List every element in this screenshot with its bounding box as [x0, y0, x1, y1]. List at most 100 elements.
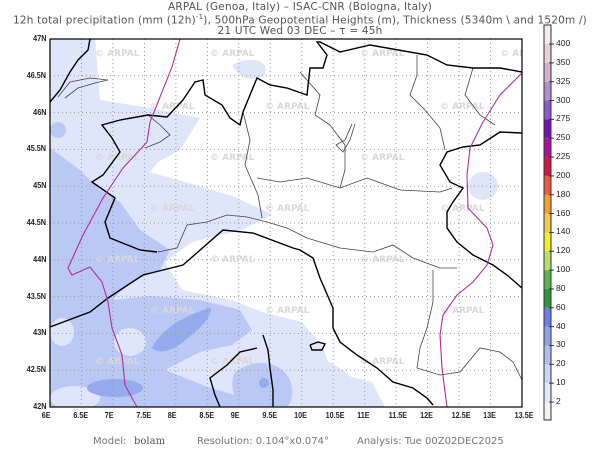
- colorbar-label: 325: [556, 75, 571, 86]
- border-line: [416, 270, 522, 381]
- border-line: [299, 71, 331, 126]
- colorbar-label: 400: [556, 38, 571, 48]
- colorbar-segment: [544, 326, 551, 346]
- precip-gap: [50, 386, 100, 407]
- colorbar-segment: [544, 402, 551, 420]
- colorbar-label: 100: [556, 264, 571, 275]
- title-line-2: 12h total precipitation (mm (12h)-1), 50…: [0, 13, 600, 27]
- lat-tick-label: 47N: [33, 33, 47, 43]
- colorbar-segment: [544, 157, 551, 176]
- arpal-watermark: © ARPAL: [150, 204, 195, 214]
- colorbar-label: 80: [556, 282, 566, 293]
- precip-area-mid: [50, 148, 272, 407]
- border-line: [256, 177, 453, 193]
- colorbar-segment: [544, 307, 551, 327]
- lon-tick-label: 6E: [41, 410, 51, 420]
- colorbar-segment: [544, 364, 551, 384]
- title-line-3: 21 UTC Wed 03 DEC – τ = 45h: [217, 25, 383, 37]
- border-line: [157, 214, 457, 269]
- lat-tick-label: 42N: [33, 401, 47, 411]
- arpal-watermark: © ARPAL: [210, 357, 255, 367]
- arpal-watermark: © ARPAL: [150, 306, 195, 316]
- colorbar-label: 30: [556, 339, 566, 350]
- arpal-watermark: © ARPAL: [440, 306, 485, 316]
- precip-area-light-2: [232, 59, 266, 79]
- arpal-watermark: © ARPAL: [360, 255, 405, 265]
- arpal-watermark: © ARPAL: [360, 153, 405, 163]
- lat-tick-label: 44N: [33, 253, 47, 264]
- lat-tick-label: 45.5N: [27, 143, 47, 154]
- colorbar-label: 40: [556, 320, 566, 331]
- colorbar-label: 2: [556, 396, 561, 406]
- colorbar-segment: [544, 119, 551, 139]
- border-france-italy-switzerland: [90, 41, 522, 253]
- arpal-watermark: © ARPAL: [265, 204, 310, 214]
- precip-area-dark: [87, 379, 143, 397]
- colorbar-label: 200: [556, 169, 571, 180]
- arpal-watermark: © ARPAL: [360, 49, 405, 59]
- colorbar-segment: [544, 44, 551, 63]
- colorbar-label: 10: [556, 377, 566, 388]
- lon-tick-label: 11.5E: [388, 410, 408, 420]
- precip-area-light-tyrrhenian: [300, 350, 372, 407]
- precip-area-dark: [152, 308, 211, 352]
- colorbar-segment: [544, 383, 551, 402]
- colorbar-segment: [544, 270, 551, 289]
- arpal-watermark: © ARPAL: [440, 102, 485, 112]
- lon-tick-label: 8E: [167, 410, 177, 420]
- colorbar-segment: [544, 81, 551, 101]
- lon-tick-label: 9.5E: [262, 410, 278, 420]
- colorbar-segment: [544, 251, 551, 271]
- arpal-watermark: © ARPAL: [150, 102, 195, 112]
- arpal-watermark: © ARPAL: [360, 357, 405, 367]
- watermarks: © ARPAL © ARPAL © ARPAL © ARPAL © ARPAL © ARP…: [95, 49, 522, 367]
- lat-tick-label: 45N: [33, 180, 47, 191]
- precip-area-dark: [259, 378, 269, 388]
- lon-tick-label: 11E: [356, 410, 370, 420]
- colorbar-label: 180: [556, 188, 571, 199]
- colorbar: [543, 24, 554, 421]
- lon-tick-label: 7E: [104, 410, 114, 420]
- colorbar-segment: [544, 213, 551, 233]
- coastline-corsica-west: [209, 347, 258, 407]
- colorbar-segment: [544, 138, 551, 158]
- grid-lines: [50, 39, 522, 407]
- colorbar-label: 275: [556, 113, 571, 124]
- colorbar-segment: [544, 288, 551, 308]
- arpal-watermark: © ARPAL: [265, 102, 310, 112]
- colorbar-label: 225: [556, 151, 571, 162]
- lon-tick-label: 9E: [230, 410, 240, 420]
- colorbar-segment: [544, 345, 551, 365]
- lon-tick-label: 7.5E: [136, 410, 152, 420]
- colorbar-label: 300: [556, 94, 571, 105]
- lon-tick-label: 10E: [293, 410, 307, 420]
- resolution: Resolution: 0.104°x0.074°: [197, 436, 329, 447]
- colorbar-segment: [544, 194, 551, 214]
- title-line-2-post: ), 500hPa Geopotential Heights (m), Thic…: [203, 14, 587, 27]
- lon-tick-label: 13E: [482, 410, 496, 420]
- map-frame: [49, 38, 523, 408]
- precip-gap: [114, 328, 146, 356]
- model-name: bolam: [134, 436, 166, 447]
- title-line-2-sup: -1: [195, 13, 204, 21]
- arpal-watermark: © ARPAL: [95, 49, 140, 59]
- lat-tick-label: 46.5N: [27, 69, 47, 80]
- lon-tick-label: 10.5E: [325, 410, 345, 420]
- arpal-watermark: © ARPAL: [440, 204, 485, 214]
- arpal-watermark: © ARPAL: [95, 357, 140, 367]
- arpal-watermark: © ARPAL: [210, 255, 255, 265]
- lon-tick-label: 8.5E: [199, 410, 215, 420]
- border-france-switzerland: [50, 39, 91, 103]
- lake-geneva: [57, 77, 109, 99]
- coastline-corsica: [262, 334, 274, 407]
- title-line-2-pre: 12h total precipitation (mm (12h): [13, 14, 196, 27]
- colorbar-label: 60: [556, 301, 566, 312]
- colorbar-label: 120: [556, 245, 571, 256]
- arpal-watermark: © ARPAL: [95, 255, 140, 265]
- colorbar-label: 20: [556, 358, 566, 369]
- arpal-watermark: © ARPAL: [265, 306, 310, 316]
- lon-tick-label: 12E: [419, 410, 433, 420]
- lon-tick-label: 6.5E: [73, 410, 89, 420]
- colorbar-segment: [544, 232, 551, 252]
